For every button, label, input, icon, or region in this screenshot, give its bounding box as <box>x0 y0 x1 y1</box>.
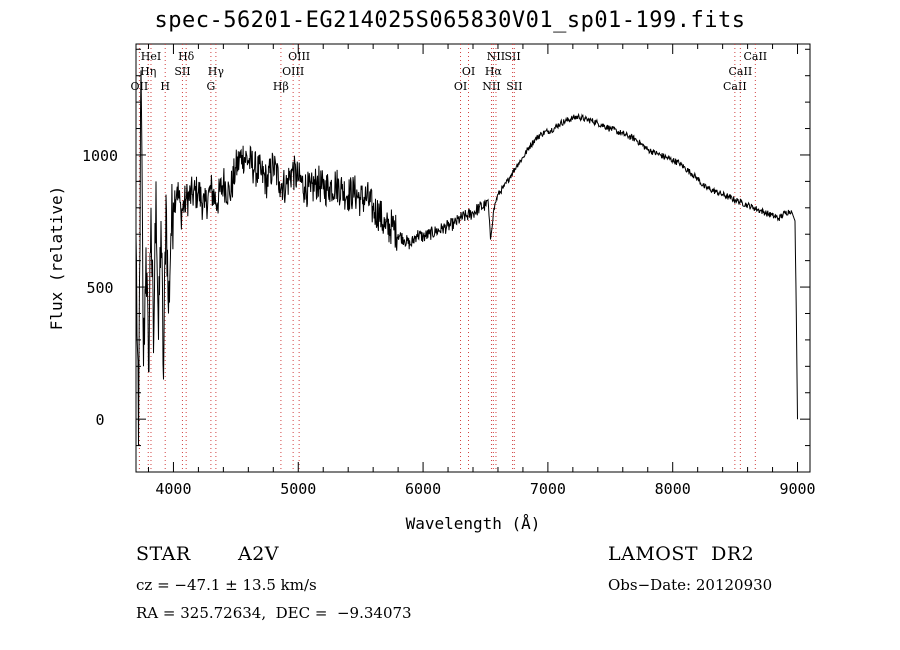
y-tick-label: 500 <box>86 279 113 297</box>
line-label: NII <box>482 80 500 93</box>
line-label: CaII <box>729 65 753 78</box>
line-label: Hα <box>485 65 503 78</box>
x-axis-label: Wavelength (Å) <box>406 514 541 533</box>
y-axis-label: Flux (relative) <box>47 186 66 331</box>
x-tick-label: 4000 <box>155 480 191 498</box>
line-label: OI <box>454 80 467 93</box>
survey-name: LAMOST DR2 <box>608 543 755 565</box>
x-tick-label: 7000 <box>530 480 566 498</box>
line-label: Hη <box>140 65 156 78</box>
line-label: OIII <box>282 65 304 78</box>
line-label: HeI <box>141 50 161 63</box>
object-subclass: A2V <box>238 543 280 565</box>
object-class: STAR <box>136 543 191 565</box>
spectrum-line <box>135 70 798 446</box>
line-label: OIII <box>288 50 310 63</box>
x-tick-label: 6000 <box>405 480 441 498</box>
line-label: SII <box>174 65 190 78</box>
line-label: Hβ <box>273 80 289 93</box>
x-tick-label: 8000 <box>655 480 691 498</box>
x-tick-label: 9000 <box>779 480 815 498</box>
line-label: CaII <box>723 80 747 93</box>
line-label: OII <box>131 80 149 93</box>
ra-dec-coords: RA = 325.72634, DEC = −9.34073 <box>136 604 412 622</box>
line-label: NII <box>487 50 505 63</box>
line-label: Hδ <box>178 50 195 63</box>
y-tick-label: 0 <box>95 411 104 429</box>
line-label: SII <box>504 50 520 63</box>
line-label: SII <box>506 80 522 93</box>
line-label: OI <box>462 65 475 78</box>
line-label: CaII <box>743 50 767 63</box>
line-label: G <box>206 80 215 93</box>
line-label: Hγ <box>208 65 225 78</box>
y-tick-label: 1000 <box>82 147 118 165</box>
plot-frame <box>135 43 811 473</box>
redshift-cz: cz = −47.1 ± 13.5 km/s <box>136 576 317 594</box>
x-tick-label: 5000 <box>280 480 316 498</box>
observation-date: Obs−Date: 20120930 <box>608 576 773 594</box>
chart-title: spec-56201-EG214025S065830V01_sp01-199.f… <box>154 8 746 33</box>
line-label: H <box>160 80 170 93</box>
